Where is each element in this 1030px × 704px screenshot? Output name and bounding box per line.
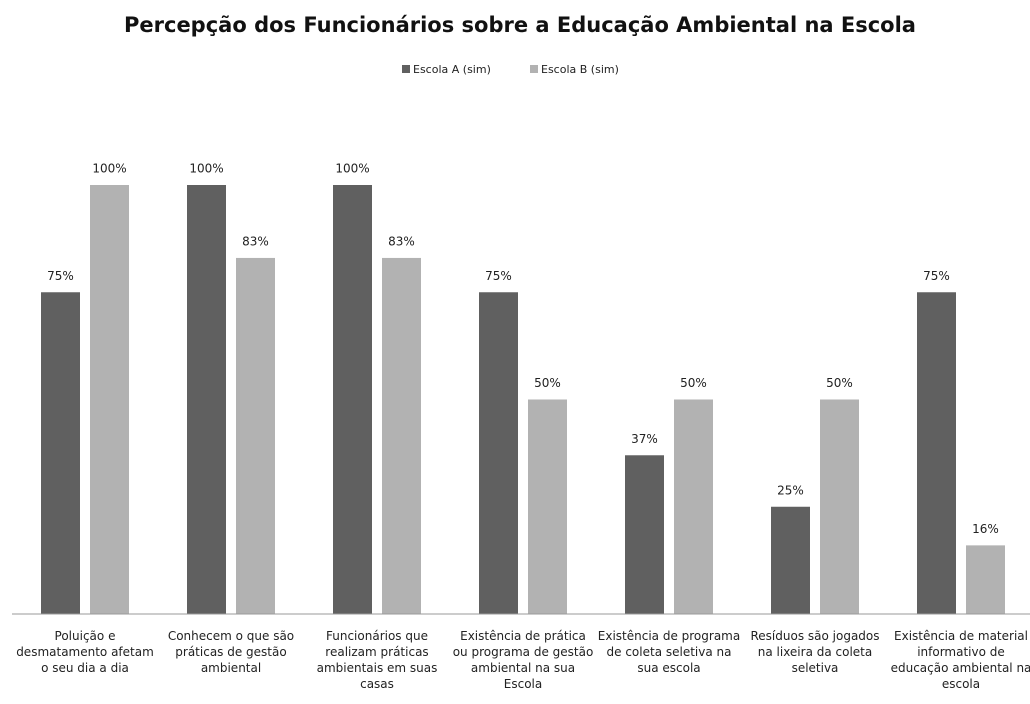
x-tick-label: Poluição e desmatamento afetam o seu dia… [16, 629, 154, 675]
bar [236, 257, 275, 614]
legend-swatch [530, 65, 538, 73]
value-label: 75% [923, 269, 950, 283]
value-label: 37% [631, 432, 658, 446]
value-label: 75% [47, 269, 74, 283]
bar [917, 292, 956, 614]
bar [625, 455, 664, 614]
x-tick-label: Existência de programa de coleta seletiv… [597, 629, 741, 675]
x-tick-label: Conhecem o que são práticas de gestão am… [167, 629, 295, 675]
value-label: 100% [92, 162, 126, 176]
chart-title: Percepção dos Funcionários sobre a Educa… [124, 13, 916, 37]
bar [382, 257, 421, 614]
value-label: 50% [826, 376, 853, 390]
value-label: 25% [777, 483, 804, 497]
bar [528, 399, 567, 614]
bar [966, 545, 1005, 614]
value-label: 50% [680, 376, 707, 390]
value-label: 83% [242, 234, 269, 248]
bar [187, 185, 226, 614]
x-tick-label: Funcionários que realizam práticas ambie… [316, 629, 438, 691]
bar [333, 185, 372, 614]
value-label: 100% [335, 162, 369, 176]
legend-label: Escola B (sim) [541, 63, 619, 76]
bar [41, 292, 80, 614]
value-label: 75% [485, 269, 512, 283]
x-tick-label: Resíduos são jogados na lixeira da colet… [750, 629, 880, 675]
value-label: 50% [534, 376, 561, 390]
x-tick-label: Existência de prática ou programa de ges… [452, 629, 594, 691]
bar [674, 399, 713, 614]
bar [771, 506, 810, 614]
bar [820, 399, 859, 614]
value-label: 100% [189, 162, 223, 176]
value-label: 16% [972, 522, 999, 536]
legend-swatch [402, 65, 410, 73]
value-label: 83% [388, 234, 415, 248]
legend-label: Escola A (sim) [413, 63, 491, 76]
bar [479, 292, 518, 614]
x-tick-label: Existência de material informativo de ed… [890, 629, 1030, 691]
bar [90, 185, 129, 614]
